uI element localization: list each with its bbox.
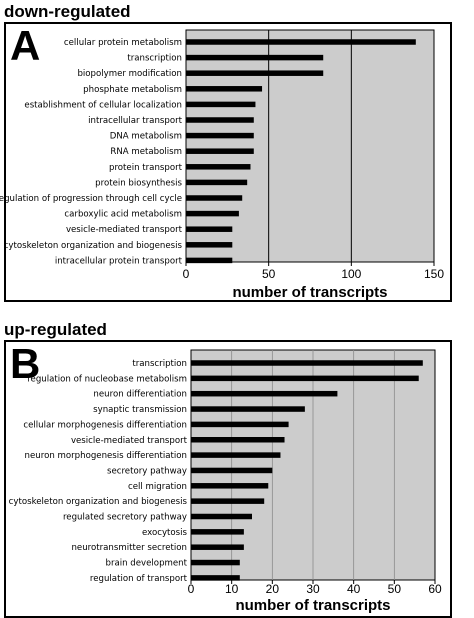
section-title-up: up-regulated bbox=[4, 320, 107, 339]
x-tick-label: 20 bbox=[266, 582, 280, 596]
bar bbox=[191, 575, 240, 581]
category-label: secretory pathway bbox=[107, 466, 187, 476]
category-label: biopolymer modification bbox=[77, 69, 182, 79]
chart-down-regulated: 0 50 100 150 cellular protein metabolism tran… bbox=[0, 29, 444, 301]
bar bbox=[191, 467, 273, 474]
x-tick-label: 0 bbox=[188, 582, 195, 596]
bar bbox=[191, 452, 281, 458]
x-tick-label: 40 bbox=[347, 582, 361, 596]
category-label: neurotransmitter secretion bbox=[71, 543, 187, 553]
bar bbox=[186, 257, 233, 264]
x-tick-label: 100 bbox=[341, 267, 361, 281]
category-label: cytoskeleton organization and biogenesis bbox=[9, 497, 188, 507]
bar bbox=[186, 226, 233, 232]
bar bbox=[186, 164, 251, 170]
panel-a: A 0 50 100 150 cellular protein metabolism tr… bbox=[0, 22, 452, 302]
category-label: transcription bbox=[127, 54, 182, 64]
bar bbox=[186, 70, 324, 76]
chart-up-regulated: 0 10 20 30 40 50 60 transcription regulation of … bbox=[9, 349, 442, 614]
category-label: transcription bbox=[132, 359, 187, 369]
category-label: neuron morphogenesis differentiation bbox=[25, 451, 187, 461]
x-tick-label: 0 bbox=[183, 267, 190, 281]
category-label: brain development bbox=[105, 559, 187, 569]
category-label: carboxylic acid metabolism bbox=[64, 210, 182, 220]
x-axis-label: number of transcripts bbox=[235, 597, 390, 614]
bar bbox=[186, 242, 233, 248]
bar bbox=[191, 559, 240, 566]
bar bbox=[186, 86, 263, 92]
category-label: cytoskeleton organization and biogenesis bbox=[4, 241, 183, 251]
bar bbox=[186, 195, 243, 201]
category-label: intracellular protein transport bbox=[55, 256, 183, 266]
category-label: regulation of nucleobase metabolism bbox=[27, 374, 187, 384]
bar bbox=[191, 390, 338, 397]
bar bbox=[191, 544, 244, 550]
bar bbox=[186, 101, 256, 108]
category-label: regulated secretory pathway bbox=[63, 513, 187, 523]
category-label: synaptic transmission bbox=[93, 405, 187, 415]
bar bbox=[186, 54, 324, 61]
bar bbox=[186, 210, 239, 217]
category-label: protein transport bbox=[109, 163, 183, 173]
panel-b: B 0 10 20 30 40 50 60 transcription regulation o… bbox=[4, 340, 452, 618]
bar bbox=[191, 483, 269, 489]
bar bbox=[191, 498, 265, 504]
category-label: DNA metabolism bbox=[110, 132, 182, 142]
category-label: neuron differentiation bbox=[93, 390, 187, 400]
panel-letter-a: A bbox=[10, 22, 41, 69]
x-tick-label: 60 bbox=[428, 582, 442, 596]
category-label: intracellular transport bbox=[88, 116, 182, 126]
bar bbox=[191, 406, 305, 412]
bar bbox=[191, 360, 423, 366]
x-tick-label: 30 bbox=[306, 582, 320, 596]
x-tick-label: 150 bbox=[424, 267, 444, 281]
x-tick-label: 10 bbox=[225, 582, 239, 596]
category-label: cellular morphogenesis differentiation bbox=[23, 420, 187, 430]
category-label: vesicle-mediated transport bbox=[71, 436, 188, 446]
bar bbox=[191, 421, 289, 428]
bar bbox=[186, 39, 416, 45]
category-label: establishment of cellular localization bbox=[24, 100, 182, 110]
category-label: protein biosynthesis bbox=[95, 178, 182, 188]
category-label: phosphate metabolism bbox=[83, 85, 182, 95]
category-label: regulation of progression through cell c… bbox=[0, 194, 182, 204]
category-label: cellular protein metabolism bbox=[64, 38, 182, 48]
plot-area bbox=[185, 29, 435, 263]
bar bbox=[186, 132, 254, 139]
bar bbox=[186, 117, 254, 123]
category-label: RNA metabolism bbox=[110, 147, 182, 157]
x-tick-label: 50 bbox=[262, 267, 276, 281]
bar bbox=[191, 513, 252, 520]
category-label: regulation of transport bbox=[90, 574, 188, 584]
category-label: vesicle-mediated transport bbox=[66, 225, 183, 235]
section-title-down: down-regulated bbox=[4, 2, 131, 21]
bar bbox=[191, 375, 419, 382]
x-axis-label: number of transcripts bbox=[232, 284, 387, 301]
bar bbox=[186, 179, 248, 186]
bar bbox=[191, 529, 244, 535]
bar bbox=[191, 437, 285, 443]
x-tick-label: 50 bbox=[388, 582, 402, 596]
panel-letter-b: B bbox=[10, 340, 41, 387]
bar bbox=[186, 148, 254, 154]
category-label: exocytosis bbox=[142, 528, 188, 538]
category-label: cell migration bbox=[128, 482, 187, 492]
